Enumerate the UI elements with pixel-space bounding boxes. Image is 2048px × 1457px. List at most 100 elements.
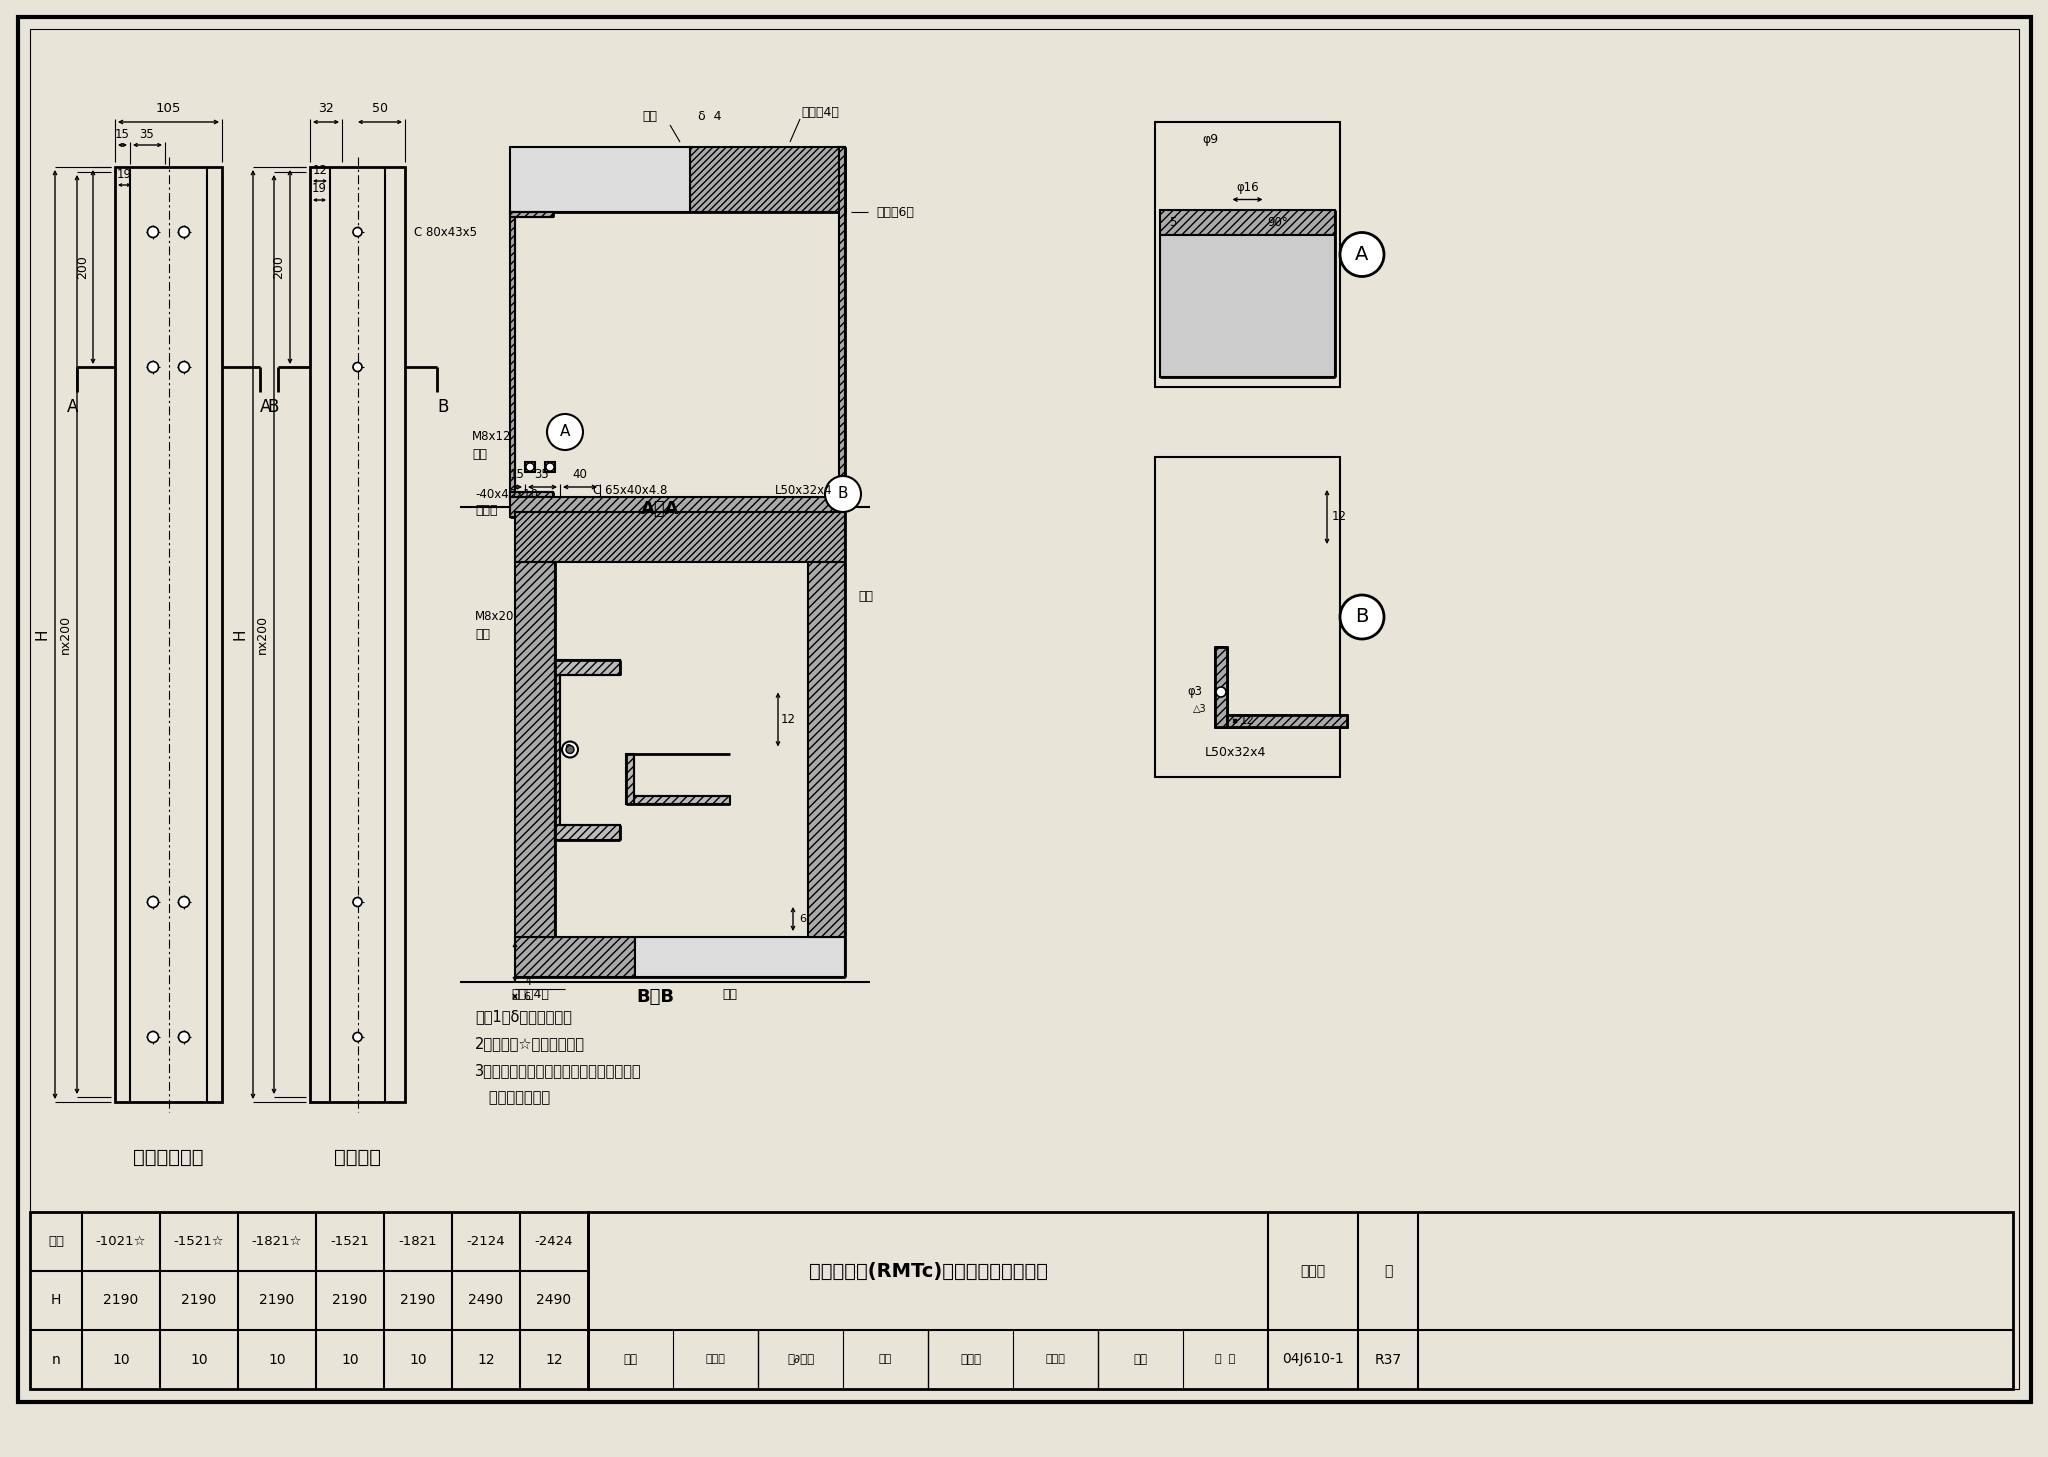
Text: 12: 12 (313, 163, 328, 176)
Bar (514, 562, 555, 937)
Text: A: A (1356, 245, 1368, 264)
Text: 动力叩: 动力叩 (1047, 1355, 1065, 1365)
Circle shape (565, 746, 573, 753)
Text: 2190: 2190 (332, 1294, 369, 1307)
Circle shape (147, 896, 158, 908)
Text: 2190: 2190 (260, 1294, 295, 1307)
Circle shape (147, 361, 158, 373)
Text: 铅板: 铅板 (643, 111, 657, 124)
Bar (1155, 122, 1339, 388)
Text: B: B (1356, 608, 1368, 627)
Text: 2490: 2490 (537, 1294, 571, 1307)
Bar (524, 462, 535, 472)
Text: 200: 200 (76, 255, 90, 278)
Text: nx200: nx200 (256, 615, 268, 654)
Text: 12: 12 (1331, 510, 1346, 523)
Text: 12: 12 (780, 712, 795, 726)
Text: 钢衬板4厚: 钢衬板4厚 (512, 988, 549, 1001)
Text: -1021☆: -1021☆ (96, 1236, 145, 1249)
Circle shape (178, 1032, 190, 1043)
Text: 2190: 2190 (399, 1294, 436, 1307)
Bar (588, 1212, 2013, 1389)
Text: 铅板: 铅板 (723, 988, 737, 1001)
Bar (510, 492, 553, 497)
Bar (1155, 457, 1339, 777)
Text: -2124: -2124 (467, 1236, 506, 1249)
Text: L50x32x4: L50x32x4 (1204, 746, 1266, 759)
Bar (690, 147, 846, 213)
Text: 审核: 审核 (623, 1354, 637, 1367)
Circle shape (561, 742, 578, 758)
Text: A: A (68, 398, 78, 417)
Text: 5: 5 (1169, 216, 1178, 229)
Bar (1214, 647, 1227, 727)
Text: C 65x40x4.8: C 65x40x4.8 (592, 484, 668, 497)
Circle shape (147, 1032, 158, 1043)
Text: 方向各做一件。: 方向各做一件。 (475, 1090, 551, 1106)
Text: -2424: -2424 (535, 1236, 573, 1249)
Text: 图集号: 图集号 (1300, 1265, 1325, 1278)
Text: 19: 19 (117, 168, 131, 181)
Text: A: A (559, 424, 569, 440)
Text: φ16: φ16 (1237, 181, 1260, 194)
Text: 15: 15 (510, 468, 524, 481)
Text: 钢垫板: 钢垫板 (475, 504, 498, 516)
Text: 2490: 2490 (469, 1294, 504, 1307)
Circle shape (352, 898, 362, 906)
Bar (510, 213, 553, 217)
Text: 90°: 90° (1268, 216, 1288, 229)
Bar (1159, 210, 1335, 235)
Circle shape (547, 463, 555, 471)
Text: M8x20: M8x20 (475, 610, 514, 624)
Text: 注：1、δ为铅板厚度。: 注：1、δ为铅板厚度。 (475, 1010, 571, 1024)
Bar (631, 796, 729, 803)
Text: L50x32x4: L50x32x4 (774, 484, 834, 497)
Circle shape (1217, 688, 1227, 696)
Text: 4: 4 (524, 978, 532, 986)
Text: 04J610-1: 04J610-1 (1282, 1352, 1343, 1367)
Text: H: H (51, 1294, 61, 1307)
Bar (1159, 235, 1335, 377)
Bar (1227, 715, 1348, 727)
Circle shape (547, 414, 584, 450)
Bar (510, 147, 690, 213)
Text: 门型: 门型 (47, 1236, 63, 1249)
Text: 2190: 2190 (182, 1294, 217, 1307)
Text: 50: 50 (373, 102, 387, 115)
Text: 螺钉: 螺钉 (471, 447, 487, 460)
Circle shape (178, 896, 190, 908)
Text: n: n (51, 1352, 59, 1367)
Text: φ3: φ3 (1188, 685, 1202, 698)
Text: 王祖光: 王祖光 (707, 1355, 725, 1365)
Text: 10: 10 (190, 1352, 207, 1367)
Text: 主∂利光: 主∂利光 (786, 1354, 813, 1367)
Circle shape (1339, 594, 1384, 640)
Circle shape (178, 361, 190, 373)
Text: 10: 10 (268, 1352, 287, 1367)
Circle shape (352, 1033, 362, 1042)
Text: 洪  森: 洪 森 (1214, 1355, 1235, 1365)
Text: φ9: φ9 (1202, 134, 1219, 147)
Text: 10: 10 (113, 1352, 129, 1367)
Bar (115, 168, 221, 1101)
Bar (514, 511, 846, 562)
Text: nx200: nx200 (59, 615, 72, 654)
Bar (555, 660, 559, 839)
Text: 105: 105 (156, 102, 180, 115)
Text: -1821: -1821 (399, 1236, 438, 1249)
Bar (635, 937, 846, 978)
Text: 15: 15 (115, 128, 129, 140)
Text: -1521☆: -1521☆ (174, 1236, 225, 1249)
Text: -1521: -1521 (330, 1236, 369, 1249)
Text: H: H (233, 629, 248, 640)
Text: B: B (268, 398, 279, 417)
Circle shape (352, 363, 362, 372)
Text: 40: 40 (573, 468, 588, 481)
Text: 校对: 校对 (879, 1355, 893, 1365)
Text: -1821☆: -1821☆ (252, 1236, 303, 1249)
Bar (555, 825, 621, 839)
Text: 10: 10 (410, 1352, 426, 1367)
Bar (510, 213, 514, 497)
Text: C 80x43x5: C 80x43x5 (414, 226, 477, 239)
Text: 设计: 设计 (1133, 1354, 1147, 1367)
